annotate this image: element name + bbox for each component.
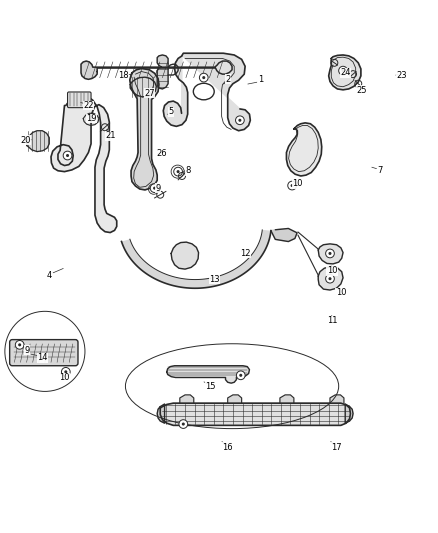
- Polygon shape: [328, 55, 361, 90]
- Circle shape: [199, 73, 208, 82]
- Text: 27: 27: [144, 89, 155, 98]
- Circle shape: [325, 249, 334, 258]
- Text: 1: 1: [258, 75, 263, 84]
- Text: 10: 10: [327, 266, 337, 276]
- Text: 9: 9: [24, 345, 29, 354]
- Polygon shape: [228, 395, 242, 403]
- Circle shape: [328, 252, 332, 255]
- Polygon shape: [182, 53, 251, 131]
- Circle shape: [61, 367, 70, 376]
- Polygon shape: [130, 77, 156, 97]
- Circle shape: [18, 343, 21, 346]
- Text: 10: 10: [59, 373, 70, 382]
- Text: 21: 21: [105, 132, 116, 140]
- Polygon shape: [271, 229, 297, 241]
- Text: 12: 12: [240, 249, 251, 258]
- Text: 13: 13: [209, 275, 220, 284]
- Polygon shape: [130, 68, 159, 190]
- Circle shape: [328, 277, 332, 280]
- Text: 10: 10: [336, 288, 346, 297]
- Circle shape: [237, 371, 245, 379]
- Text: 22: 22: [83, 101, 94, 110]
- Polygon shape: [180, 395, 194, 403]
- Polygon shape: [81, 61, 232, 79]
- Circle shape: [288, 181, 297, 190]
- Polygon shape: [157, 404, 165, 423]
- Circle shape: [153, 187, 156, 190]
- Circle shape: [177, 170, 180, 173]
- Polygon shape: [280, 395, 294, 403]
- Circle shape: [202, 76, 205, 79]
- Circle shape: [63, 151, 72, 160]
- Text: 18: 18: [118, 71, 129, 80]
- Text: 19: 19: [86, 114, 97, 123]
- Polygon shape: [318, 266, 343, 290]
- Circle shape: [238, 119, 241, 122]
- Text: 2: 2: [225, 75, 230, 84]
- Polygon shape: [121, 230, 271, 288]
- Circle shape: [236, 116, 244, 125]
- FancyBboxPatch shape: [10, 340, 78, 366]
- Polygon shape: [83, 114, 99, 125]
- Circle shape: [239, 374, 242, 377]
- Polygon shape: [330, 395, 344, 403]
- Text: 26: 26: [156, 149, 167, 158]
- Circle shape: [290, 184, 293, 187]
- Text: 5: 5: [169, 108, 174, 117]
- Text: 20: 20: [20, 136, 31, 145]
- Polygon shape: [27, 131, 49, 151]
- Polygon shape: [163, 56, 187, 126]
- Polygon shape: [167, 366, 250, 383]
- Polygon shape: [160, 403, 350, 425]
- Text: 14: 14: [38, 353, 48, 362]
- Text: 17: 17: [331, 442, 342, 451]
- Text: 8: 8: [186, 166, 191, 175]
- Circle shape: [339, 66, 347, 75]
- Text: 16: 16: [223, 442, 233, 451]
- Polygon shape: [51, 94, 117, 232]
- Circle shape: [182, 423, 185, 425]
- Text: 15: 15: [205, 382, 215, 391]
- Polygon shape: [171, 242, 198, 269]
- Polygon shape: [345, 404, 353, 423]
- Text: 4: 4: [46, 271, 52, 280]
- Circle shape: [66, 154, 69, 157]
- Circle shape: [179, 419, 187, 429]
- Text: 7: 7: [378, 166, 383, 175]
- Text: 24: 24: [340, 68, 350, 77]
- Circle shape: [150, 184, 159, 192]
- Polygon shape: [318, 244, 343, 264]
- Text: 9: 9: [155, 184, 161, 192]
- Polygon shape: [286, 123, 322, 176]
- Circle shape: [325, 274, 334, 283]
- Circle shape: [64, 370, 67, 373]
- Circle shape: [15, 341, 24, 349]
- Text: 23: 23: [396, 70, 407, 79]
- Circle shape: [174, 167, 183, 176]
- FancyBboxPatch shape: [67, 92, 91, 108]
- Circle shape: [342, 69, 345, 72]
- Polygon shape: [157, 55, 168, 89]
- Text: 10: 10: [292, 179, 303, 188]
- Text: 11: 11: [327, 317, 337, 326]
- Text: 25: 25: [357, 86, 367, 95]
